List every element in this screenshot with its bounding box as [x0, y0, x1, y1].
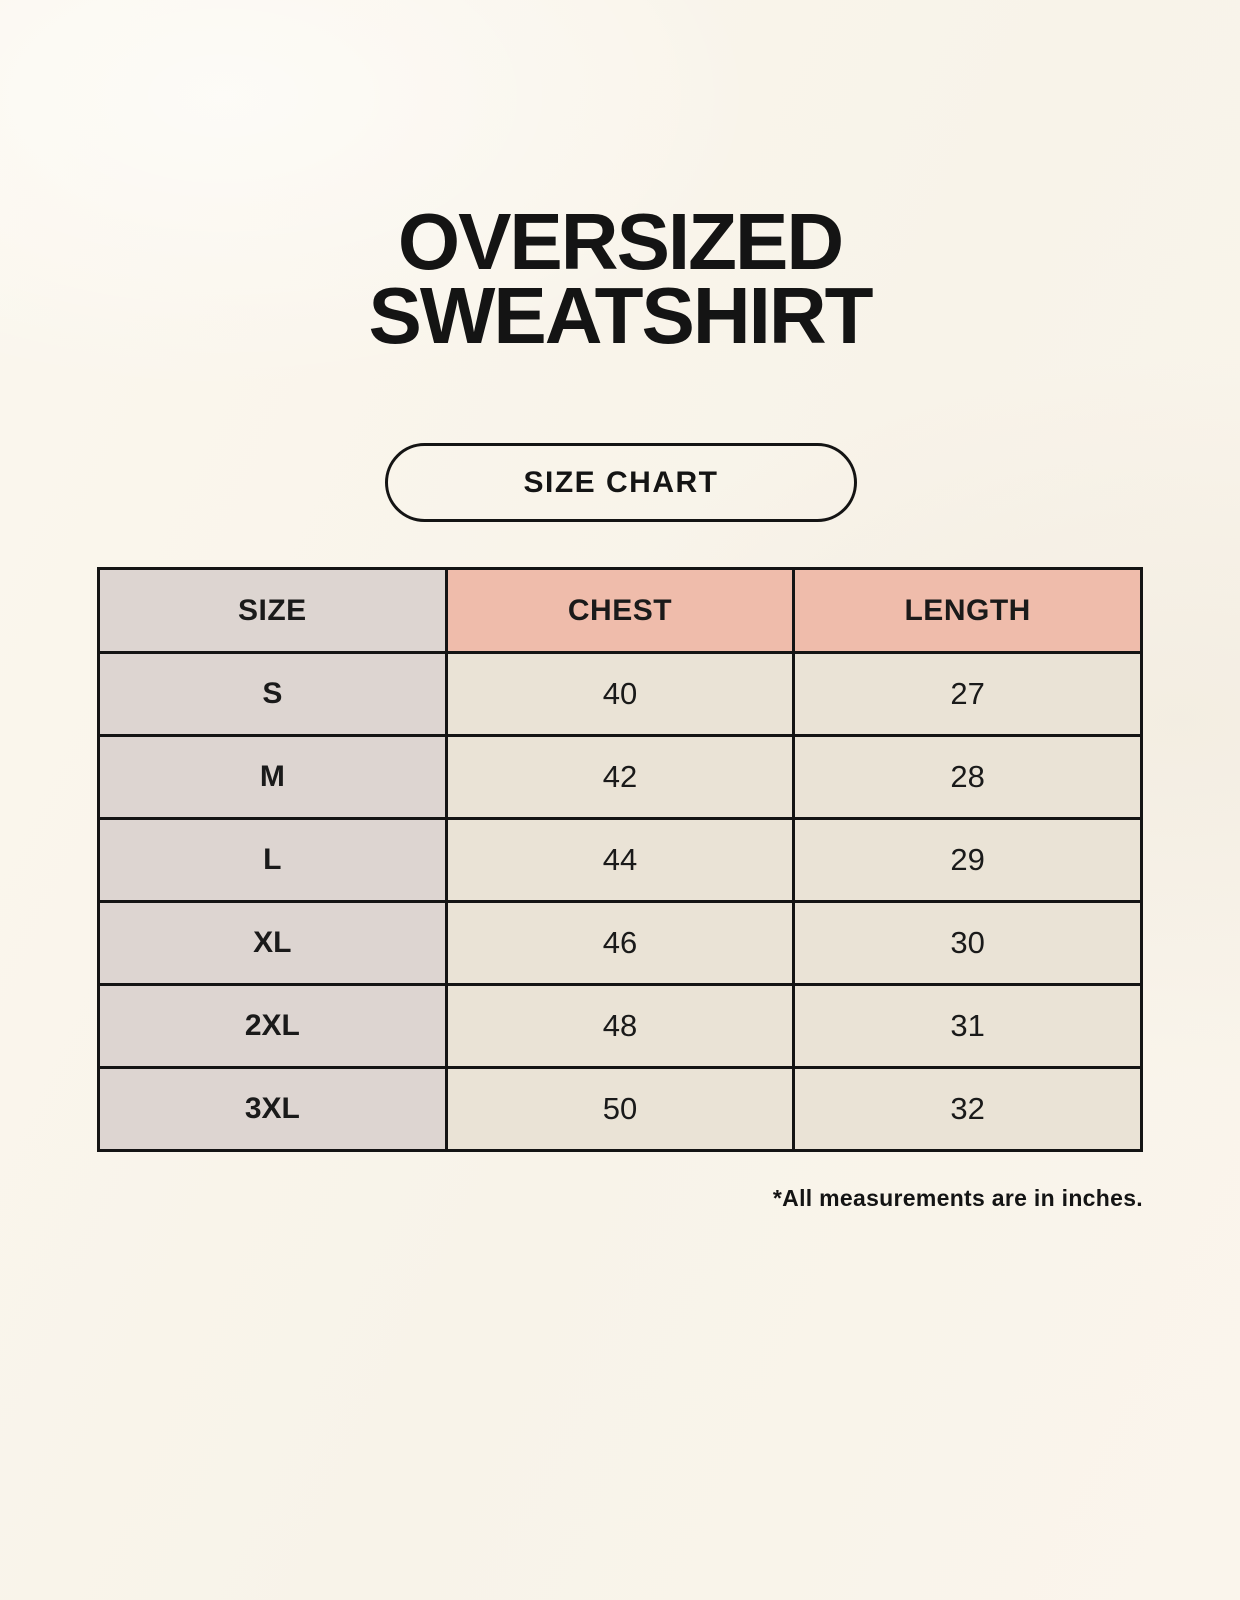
- length-value: 30: [792, 900, 1143, 986]
- size-table: SIZE CHEST LENGTH S 40 27 M 42 28 L: [97, 567, 1143, 1152]
- column-header-length: LENGTH: [792, 567, 1143, 654]
- chest-value: 46: [444, 900, 796, 986]
- page-title-line2: SWEATSHIRT: [368, 271, 874, 361]
- chest-value: 44: [444, 817, 796, 903]
- table-row: L 44 29: [97, 817, 1143, 903]
- column-header-chest: CHEST: [444, 567, 796, 654]
- size-label: M: [97, 734, 448, 820]
- chest-value: 48: [444, 983, 796, 1069]
- table-row: M 42 28: [97, 734, 1143, 820]
- size-chart-button[interactable]: SIZE CHART: [385, 443, 857, 522]
- table-row: 3XL 50 32: [97, 1066, 1143, 1152]
- chest-value: 40: [444, 651, 796, 737]
- table-row: XL 46 30: [97, 900, 1143, 986]
- length-value: 31: [792, 983, 1143, 1069]
- length-value: 29: [792, 817, 1143, 903]
- page-title: OVERSIZED SWEATSHIRT: [0, 202, 1240, 356]
- size-label: XL: [97, 900, 448, 986]
- table-row: S 40 27: [97, 651, 1143, 737]
- table-row: 2XL 48 31: [97, 983, 1143, 1069]
- length-value: 27: [792, 651, 1143, 737]
- size-label: 2XL: [97, 983, 448, 1069]
- size-label: L: [97, 817, 448, 903]
- page-title-line1: OVERSIZED: [397, 197, 844, 286]
- size-table-container: SIZE CHEST LENGTH S 40 27 M 42 28 L: [97, 567, 1143, 1152]
- chest-value: 42: [444, 734, 796, 820]
- table-header-row: SIZE CHEST LENGTH: [97, 567, 1143, 654]
- size-label: 3XL: [97, 1066, 448, 1152]
- size-label: S: [97, 651, 448, 737]
- column-header-size: SIZE: [97, 567, 448, 654]
- chest-value: 50: [444, 1066, 796, 1152]
- measurements-footnote: *All measurements are in inches.: [772, 1185, 1143, 1211]
- length-value: 32: [792, 1066, 1143, 1152]
- length-value: 28: [792, 734, 1143, 820]
